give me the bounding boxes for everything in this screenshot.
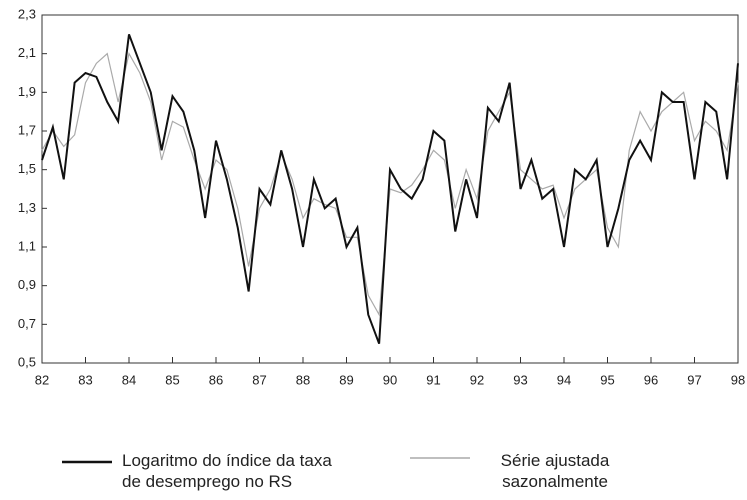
x-tick-label: 89 — [339, 372, 353, 387]
y-tick-label: 2,3 — [18, 6, 36, 21]
y-tick-label: 1,9 — [18, 84, 36, 99]
y-tick-label: 2,1 — [18, 45, 36, 60]
x-tick-label: 88 — [296, 372, 310, 387]
chart: 0,5 0,7 0,9 1,1 1,3 1,5 1,7 1,9 2,1 2,3 82 83 84 85 86… — [18, 6, 745, 387]
x-tick-label: 93 — [513, 372, 527, 387]
x-tick-label: 97 — [687, 372, 701, 387]
x-tick-label: 95 — [600, 372, 614, 387]
legend-label: Série ajustada sazonalmente — [500, 451, 610, 491]
x-tick-label: 86 — [209, 372, 223, 387]
legend — [62, 457, 470, 464]
x-tick-label: 84 — [122, 372, 136, 387]
x-tick-label: 98 — [731, 372, 745, 387]
x-tick-label: 94 — [557, 372, 571, 387]
x-tick-label: 90 — [383, 372, 397, 387]
x-tick-label: 85 — [165, 372, 179, 387]
series-line — [41, 52, 739, 317]
y-tick-label: 0,7 — [18, 316, 36, 331]
y-tick-label: 1,3 — [18, 200, 36, 215]
y-tick-label: 1,7 — [18, 122, 36, 137]
x-tick-label: 91 — [426, 372, 440, 387]
y-tick-label: 1,1 — [18, 238, 36, 253]
series-line — [41, 33, 739, 345]
legend-label: Logaritmo do índice da taxa de desempreg… — [122, 451, 332, 491]
x-tick-label: 96 — [644, 372, 658, 387]
y-tick-label: 0,5 — [18, 354, 36, 369]
x-tick-label: 87 — [252, 372, 266, 387]
x-tick-label: 83 — [78, 372, 92, 387]
y-tick-label: 0,9 — [18, 277, 36, 292]
x-tick-label: 82 — [35, 372, 49, 387]
x-tick-label: 92 — [470, 372, 484, 387]
y-tick-label: 1,5 — [18, 161, 36, 176]
